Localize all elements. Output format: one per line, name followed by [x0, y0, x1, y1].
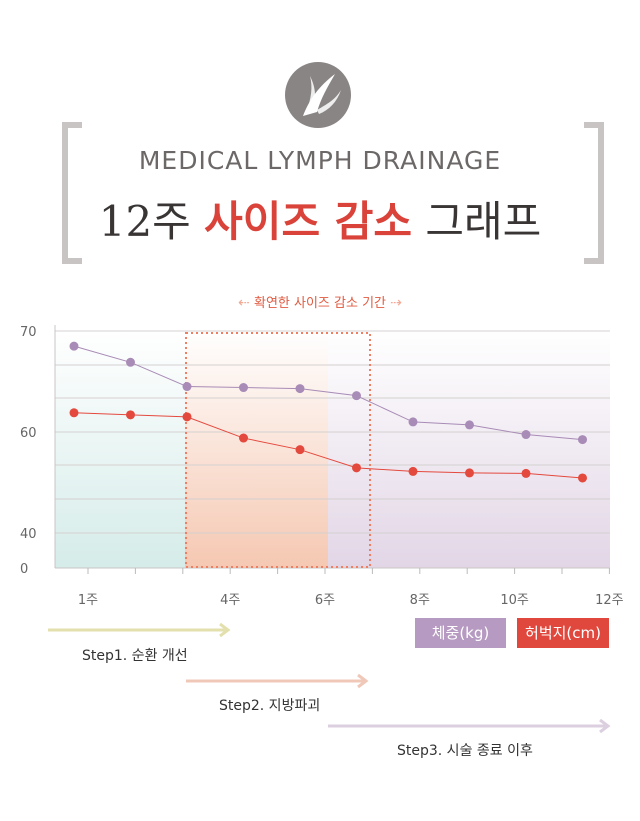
subtitle: MEDICAL LYMPH DRAINAGE [138, 146, 502, 175]
x-tick-label: 10주 [500, 593, 529, 608]
step3-label: Step3. 시술 종료 이후 [397, 743, 533, 759]
leaf-logo-icon [285, 62, 351, 128]
waist-point [182, 412, 192, 422]
right-bracket [584, 122, 604, 264]
arrow-right-icon: ⇢ [390, 295, 402, 311]
weight-point [295, 384, 305, 394]
weight-point [408, 417, 418, 427]
legend-waist: 허벅지(cm) [517, 618, 609, 648]
chart: 70 60 40 0 1주 4주 6주 8주 10주 12주 [20, 325, 624, 608]
weight-point [239, 383, 248, 393]
period-label: 확연한 사이즈 감소 기간 [254, 296, 386, 311]
y-tick-label: 60 [20, 426, 37, 441]
series-weight-line [73, 345, 583, 441]
title-suffix: 그래프 [425, 197, 542, 246]
y-axis: 70 60 40 0 [20, 325, 37, 577]
zone-backgrounds [55, 330, 610, 568]
x-axis: 1주 4주 6주 8주 10주 12주 [78, 568, 624, 608]
title-highlight: 사이즈 감소 [204, 197, 412, 246]
legend-weight: 체중(kg) [415, 618, 506, 648]
waist-point [578, 473, 587, 483]
waist-point [295, 445, 305, 455]
step1-label: Step1. 순환 개선 [82, 648, 188, 664]
y-tick-label: 40 [20, 527, 37, 542]
weight-point [352, 391, 361, 401]
arrow-left-icon: ⇠ [238, 295, 250, 311]
gridlines [54, 325, 610, 569]
waist-point [408, 466, 418, 476]
weight-point [182, 382, 192, 392]
step1-arrow [48, 622, 231, 638]
waist-point [521, 468, 531, 478]
highlight-period-box [185, 332, 371, 568]
waist-point [352, 463, 361, 473]
page-title: 12주 사이즈 감소 그래프 [0, 188, 640, 249]
x-tick-label: 12주 [595, 593, 624, 608]
waist-point [126, 410, 135, 420]
period-annotation: ⇠ 확연한 사이즈 감소 기간 ⇢ [0, 292, 640, 311]
x-tick-label: 1주 [78, 593, 98, 608]
y-tick-label: 0 [20, 562, 28, 577]
step3-arrow [328, 718, 611, 734]
weight-point [69, 341, 79, 351]
left-bracket [62, 122, 82, 264]
step2-label: Step2. 지방파괴 [219, 698, 321, 714]
series-waist-line [73, 412, 583, 479]
y-tick-label: 70 [20, 325, 37, 340]
title-prefix: 12주 [98, 197, 191, 246]
waist-point [69, 408, 79, 418]
weight-point [578, 435, 587, 445]
x-tick-label: 6주 [315, 593, 335, 608]
weight-point [465, 420, 474, 430]
weight-point [126, 357, 135, 367]
weight-point [521, 430, 531, 440]
waist-point [465, 468, 474, 478]
waist-point [239, 433, 248, 443]
x-tick-label: 4주 [220, 593, 240, 608]
series-layer [69, 341, 587, 483]
step2-arrow [186, 673, 369, 689]
x-tick-label: 8주 [410, 593, 430, 608]
